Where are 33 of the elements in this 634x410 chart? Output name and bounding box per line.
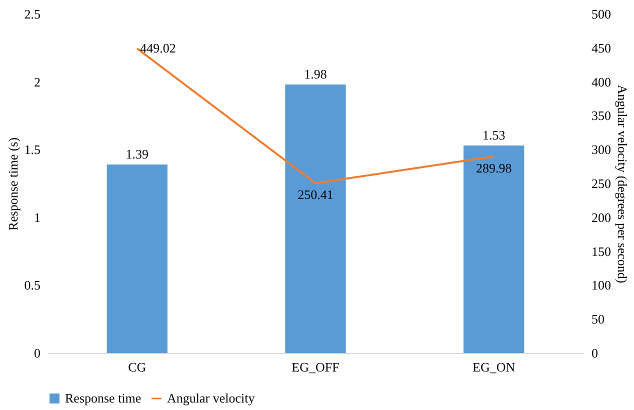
legend-label: Angular velocity (167, 390, 256, 406)
y2-axis-title: Angular velocity (degrees per second) (615, 84, 630, 284)
y2-tick-label: 150 (592, 244, 611, 259)
y2-tick-label: 100 (592, 278, 611, 293)
y-tick-label: 0 (34, 346, 40, 360)
legend-label: Response time (65, 390, 142, 406)
y2-tick-label: 450 (592, 40, 611, 56)
data-label: 289.98 (476, 160, 512, 176)
y2-tick-label: 300 (592, 142, 611, 158)
y2-tick-label: 250 (592, 176, 611, 191)
y-tick-label: 2.5 (24, 6, 40, 22)
y2-tick-label: 200 (592, 210, 611, 225)
data-label: 1.39 (126, 146, 149, 162)
y2-tick-label: 350 (592, 108, 611, 124)
y-tick-label: 2 (34, 74, 40, 90)
bar (464, 146, 524, 353)
data-label: 250.41 (298, 187, 334, 202)
data-label: 1.53 (482, 128, 506, 143)
bar (106, 164, 168, 353)
x-tick-label: EG_ON (472, 360, 516, 374)
y2-tick-label: 400 (592, 74, 611, 90)
data-label: 449.02 (140, 40, 176, 56)
bar (285, 84, 346, 353)
x-tick-label: EG_OFF (292, 360, 340, 374)
data-label: 1.98 (304, 66, 327, 82)
y-tick-label: 1.5 (24, 142, 40, 158)
y2-tick-label: 0 (592, 346, 598, 360)
y-axis-title: Response time (s) (5, 137, 20, 231)
y-tick-label: 1 (34, 210, 40, 225)
x-tick-label: CG (128, 360, 146, 374)
y2-tick-label: 500 (592, 6, 611, 22)
y2-tick-label: 50 (592, 312, 604, 327)
y-tick-label: 0.5 (24, 278, 40, 293)
